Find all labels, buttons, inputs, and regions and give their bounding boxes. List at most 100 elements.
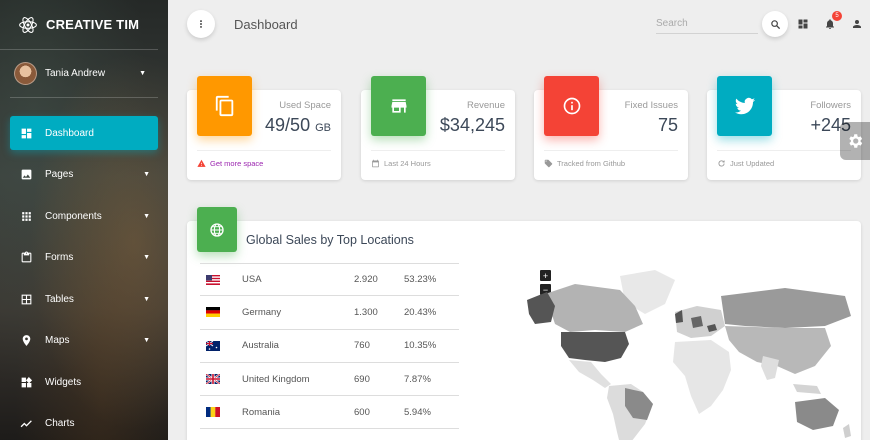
sidebar-item-pages[interactable]: Pages ▼ <box>10 158 158 192</box>
sidebar-item-charts[interactable]: Charts <box>10 407 158 440</box>
twitter-icon <box>734 97 755 115</box>
sales-percent: 7.87% <box>404 373 431 385</box>
bell-icon <box>826 19 834 29</box>
table-grid-icon <box>19 292 33 306</box>
map-region-greenland[interactable] <box>620 270 675 314</box>
top-navbar: Dashboard 5 <box>168 0 870 50</box>
clipboard-icon <box>19 251 33 265</box>
sidebar-item-widgets[interactable]: Widgets <box>10 365 158 399</box>
stat-footer: Get more space <box>197 150 331 168</box>
map-region-asia[interactable] <box>725 326 831 374</box>
table-row: Romania 600 5.94% <box>200 396 459 430</box>
user-name: Tania Andrew <box>45 68 106 79</box>
romania-flag-icon <box>206 407 220 418</box>
stat-value: 49/50 GB <box>265 115 331 136</box>
sidebar-item-label: Pages <box>45 169 74 180</box>
search-button[interactable] <box>762 11 788 37</box>
sidebar-item-label: Components <box>45 210 102 222</box>
sidebar-item-label: Maps <box>45 335 70 346</box>
sidebar-item-tables[interactable]: Tables ▼ <box>10 282 158 316</box>
stat-footer-text: Just Updated <box>730 159 775 168</box>
search-input[interactable] <box>656 14 758 34</box>
warning-icon <box>197 159 206 168</box>
map-region-africa[interactable] <box>673 340 731 414</box>
profile-button[interactable] <box>850 17 864 31</box>
stat-icon-container <box>197 76 252 136</box>
caret-down-icon: ▼ <box>143 337 150 344</box>
map-zoom-out-button[interactable]: − <box>540 284 551 295</box>
world-map[interactable] <box>525 266 855 440</box>
map-region-indonesia[interactable] <box>793 384 821 394</box>
map-region-canada[interactable] <box>545 284 643 332</box>
country-name: United Kingdom <box>242 373 310 385</box>
get-more-space-link[interactable]: Get more space <box>210 159 264 168</box>
trend-line-icon <box>19 417 33 431</box>
minimize-sidebar-button[interactable] <box>187 10 215 38</box>
settings-plugin-toggle[interactable] <box>840 122 870 160</box>
dashboard-icon <box>798 19 808 29</box>
sidebar-item-forms[interactable]: Forms ▼ <box>10 241 158 275</box>
global-sales-card: Global Sales by Top Locations USA 2.920 … <box>187 207 861 440</box>
country-name: Romania <box>242 406 281 418</box>
user-menu[interactable]: Tania Andrew ▼ <box>10 50 158 98</box>
sales-card-title: Global Sales by Top Locations <box>246 233 414 247</box>
map-region-australia[interactable] <box>795 398 839 430</box>
apps-grid-icon <box>19 209 33 223</box>
sales-value: 2.920 <box>354 274 378 286</box>
germany-flag-icon <box>206 307 220 318</box>
sidebar: CREATIVE TIM Tania Andrew ▼ Dashboard Pa… <box>0 0 168 440</box>
stat-card-used-space: Used Space 49/50 GB Get more space <box>187 76 341 180</box>
image-icon <box>19 168 33 182</box>
react-atom-icon <box>19 16 37 33</box>
map-zoom-in-button[interactable]: + <box>540 270 551 281</box>
stat-card-revenue: Revenue $34,245 Last 24 Hours <box>361 76 515 180</box>
country-name: USA <box>242 274 262 286</box>
stat-card-fixed-issues: Fixed Issues 75 Tracked from Github <box>534 76 688 180</box>
map-region-usa[interactable] <box>561 332 629 362</box>
table-row: Germany 1.300 20.43% <box>200 296 459 330</box>
stat-footer-text: Last 24 Hours <box>384 159 431 168</box>
sidebar-item-dashboard[interactable]: Dashboard <box>10 116 158 150</box>
brand-logo[interactable]: CREATIVE TIM <box>0 0 158 50</box>
avatar <box>14 62 37 85</box>
us-flag-icon <box>206 274 220 285</box>
store-icon <box>391 99 406 113</box>
sales-value: 600 <box>354 406 370 418</box>
sidebar-item-components[interactable]: Components ▼ <box>10 199 158 233</box>
stat-footer: Last 24 Hours <box>371 150 505 168</box>
map-pin-icon <box>19 334 33 348</box>
notifications-button[interactable]: 5 <box>823 11 842 31</box>
sales-percent: 5.94% <box>404 406 431 418</box>
sales-value: 690 <box>354 373 370 385</box>
copy-content-icon <box>215 95 233 117</box>
stat-footer: Just Updated <box>717 150 851 168</box>
sales-value: 760 <box>354 340 370 352</box>
calendar-icon <box>371 159 380 168</box>
sales-percent: 10.35% <box>404 340 437 352</box>
caret-down-icon: ▼ <box>143 212 150 220</box>
map-region-uk[interactable] <box>675 310 683 323</box>
stat-footer: Tracked from Github <box>544 150 678 168</box>
map-region-germany[interactable] <box>691 316 703 328</box>
map-region-brazil[interactable] <box>625 388 653 420</box>
stat-unit: GB <box>315 122 331 134</box>
sales-table: USA 2.920 53.23% Germany 1.300 20.43% Au… <box>200 263 459 430</box>
caret-down-icon: ▼ <box>139 70 146 77</box>
country-name: Germany <box>242 306 282 318</box>
sidebar-menu: Dashboard Pages ▼ Components ▼ <box>0 116 168 440</box>
map-region-russia[interactable] <box>721 288 851 328</box>
dashboard-shortcut-button[interactable] <box>796 17 810 31</box>
sidebar-item-label: Forms <box>45 252 74 263</box>
sidebar-item-label: Tables <box>45 293 74 305</box>
map-region-new-zealand[interactable] <box>843 424 851 438</box>
sales-icon-container <box>197 207 237 252</box>
table-row: United Kingdom 690 7.87% <box>200 363 459 397</box>
map-region-mexico[interactable] <box>569 360 611 388</box>
sidebar-item-maps[interactable]: Maps ▼ <box>10 324 158 358</box>
map-region-india[interactable] <box>761 356 779 380</box>
country-name: Australia <box>242 340 279 352</box>
dashboard-icon <box>19 126 33 140</box>
map-region-alaska[interactable] <box>527 292 555 324</box>
map-region-romania[interactable] <box>707 324 717 332</box>
stat-footer-text: Tracked from Github <box>557 159 626 168</box>
